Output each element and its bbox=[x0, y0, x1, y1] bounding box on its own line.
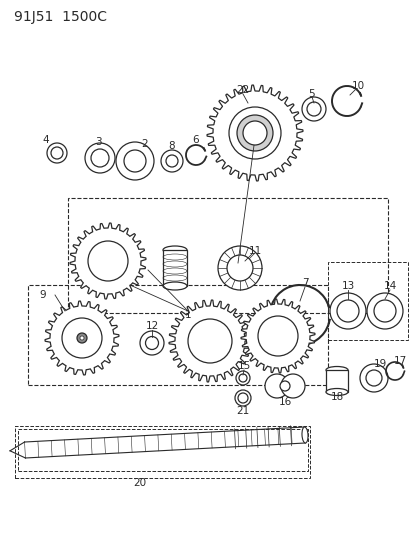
Text: 3: 3 bbox=[95, 137, 101, 147]
Text: 5: 5 bbox=[308, 89, 315, 99]
Text: 7: 7 bbox=[301, 278, 308, 288]
Circle shape bbox=[62, 318, 102, 358]
Circle shape bbox=[51, 147, 63, 159]
Text: 10: 10 bbox=[351, 81, 364, 91]
Circle shape bbox=[124, 150, 146, 172]
Circle shape bbox=[242, 121, 266, 145]
Circle shape bbox=[236, 115, 272, 151]
Circle shape bbox=[88, 241, 128, 281]
Text: 6: 6 bbox=[192, 135, 199, 145]
Circle shape bbox=[47, 143, 67, 163]
Text: 21: 21 bbox=[236, 406, 249, 416]
Text: 4: 4 bbox=[43, 135, 49, 145]
Circle shape bbox=[235, 371, 249, 385]
Circle shape bbox=[80, 336, 84, 340]
Text: 2: 2 bbox=[141, 139, 148, 149]
Circle shape bbox=[359, 364, 387, 392]
Circle shape bbox=[85, 143, 115, 173]
Circle shape bbox=[373, 300, 395, 322]
Circle shape bbox=[257, 316, 297, 356]
Circle shape bbox=[140, 331, 164, 355]
Circle shape bbox=[161, 150, 183, 172]
Bar bbox=[28, 285, 327, 385]
Circle shape bbox=[91, 149, 109, 167]
Circle shape bbox=[228, 107, 280, 159]
Polygon shape bbox=[169, 300, 250, 382]
Circle shape bbox=[166, 155, 178, 167]
Circle shape bbox=[365, 370, 381, 386]
Circle shape bbox=[238, 374, 247, 382]
Circle shape bbox=[226, 255, 252, 281]
Ellipse shape bbox=[325, 367, 347, 374]
Text: 8: 8 bbox=[168, 141, 175, 151]
Circle shape bbox=[329, 293, 365, 329]
Bar bbox=[325, 370, 347, 392]
Text: 1: 1 bbox=[184, 310, 191, 320]
Bar bbox=[18, 429, 307, 471]
Circle shape bbox=[366, 293, 402, 329]
Circle shape bbox=[279, 381, 289, 391]
Text: 18: 18 bbox=[330, 392, 343, 402]
Bar bbox=[327, 262, 407, 340]
Circle shape bbox=[336, 300, 358, 322]
Circle shape bbox=[280, 374, 304, 398]
Polygon shape bbox=[45, 301, 119, 375]
Ellipse shape bbox=[325, 389, 347, 395]
Text: 13: 13 bbox=[341, 281, 354, 291]
Polygon shape bbox=[70, 223, 146, 299]
Text: 11: 11 bbox=[248, 246, 261, 256]
Circle shape bbox=[301, 97, 325, 121]
Circle shape bbox=[218, 246, 261, 290]
Polygon shape bbox=[206, 85, 302, 181]
Circle shape bbox=[145, 336, 158, 350]
Circle shape bbox=[77, 333, 87, 343]
Ellipse shape bbox=[163, 282, 187, 290]
Text: 91J51  1500C: 91J51 1500C bbox=[14, 10, 107, 24]
Text: 14: 14 bbox=[382, 281, 396, 291]
Polygon shape bbox=[240, 299, 314, 373]
Circle shape bbox=[264, 374, 288, 398]
Bar bbox=[163, 250, 187, 286]
Circle shape bbox=[188, 319, 231, 363]
Text: 17: 17 bbox=[392, 356, 406, 366]
Bar bbox=[68, 198, 387, 313]
Text: 15: 15 bbox=[237, 361, 250, 371]
Text: 12: 12 bbox=[145, 321, 158, 331]
Ellipse shape bbox=[163, 246, 187, 254]
Ellipse shape bbox=[301, 427, 307, 443]
Text: 20: 20 bbox=[133, 478, 146, 488]
Circle shape bbox=[235, 390, 250, 406]
Text: 16: 16 bbox=[278, 397, 291, 407]
Circle shape bbox=[306, 102, 320, 116]
Text: 9: 9 bbox=[40, 290, 46, 300]
Bar bbox=[15, 426, 309, 478]
Text: 19: 19 bbox=[373, 359, 386, 369]
Circle shape bbox=[116, 142, 154, 180]
Text: 22: 22 bbox=[236, 85, 249, 95]
Circle shape bbox=[237, 393, 247, 403]
